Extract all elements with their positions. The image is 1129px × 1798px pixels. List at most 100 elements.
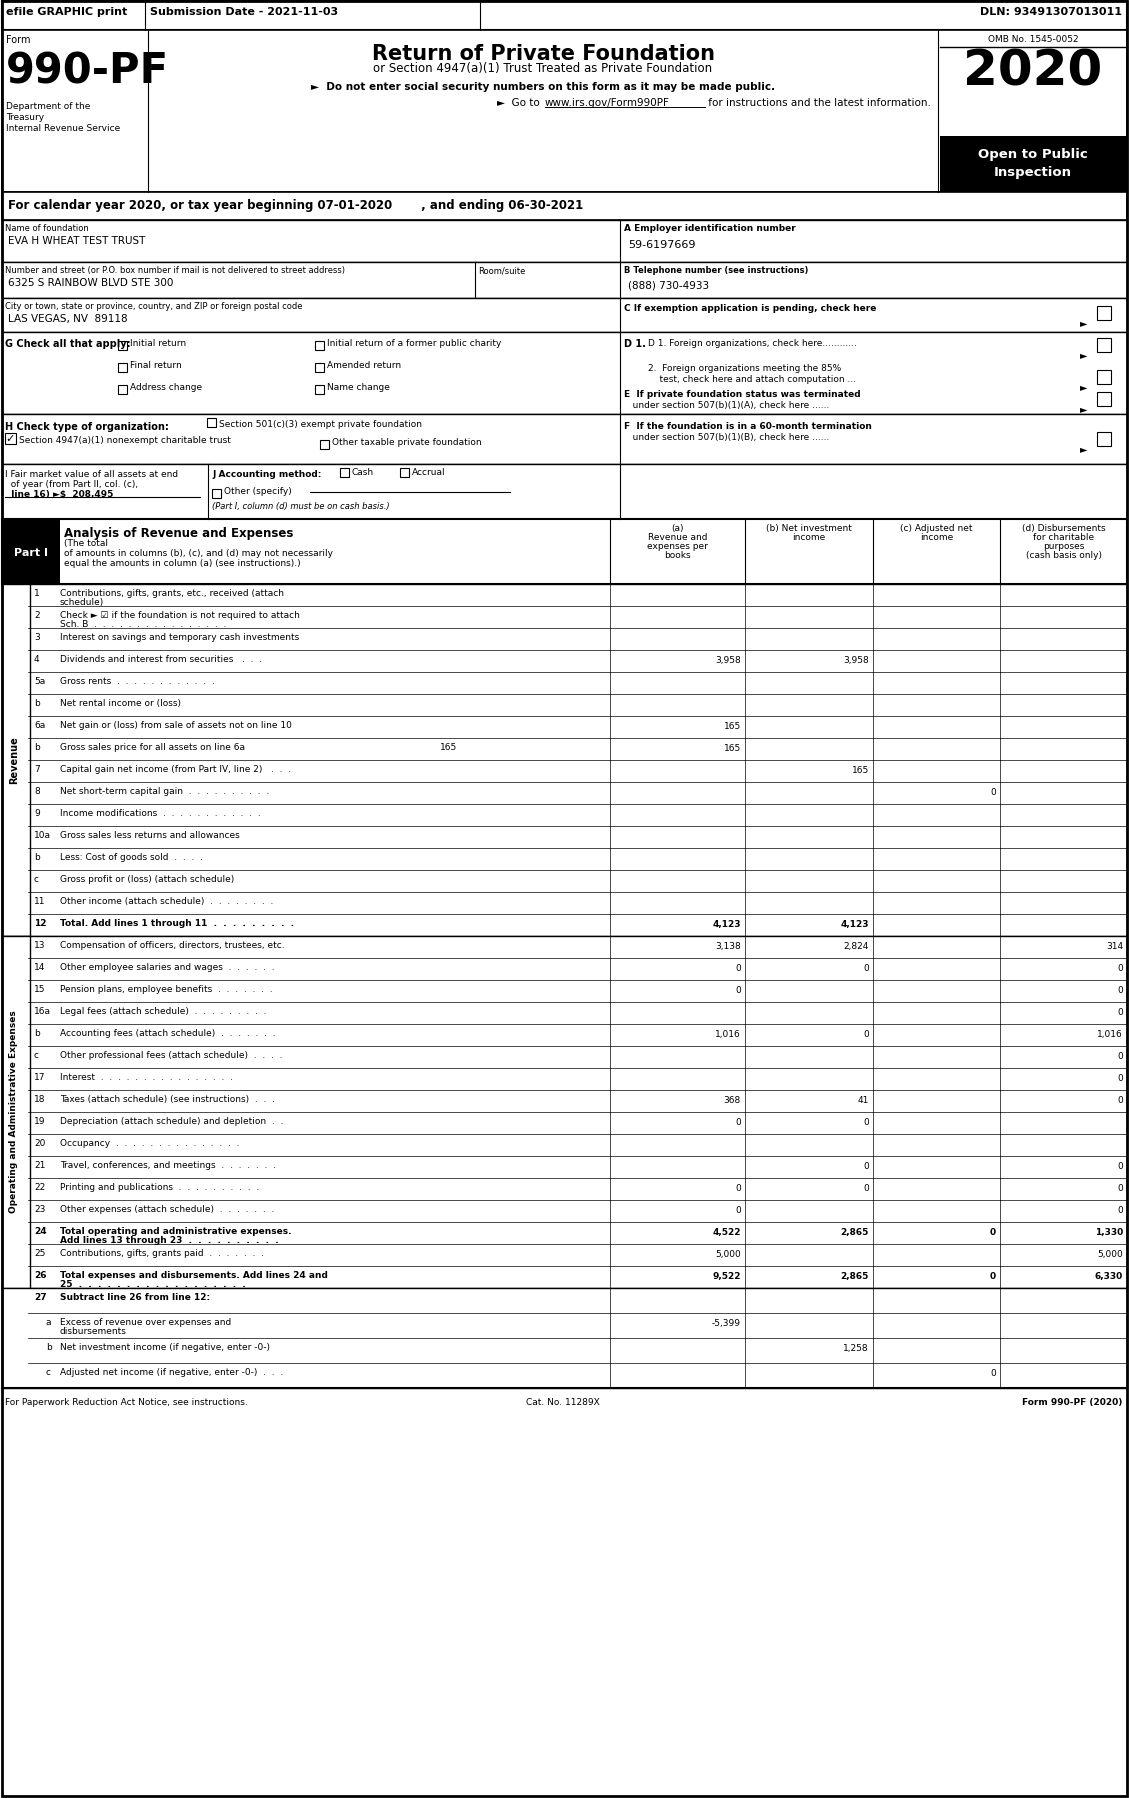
Text: 0: 0 (990, 1368, 996, 1377)
Text: c: c (46, 1368, 51, 1377)
Text: Department of the: Department of the (6, 102, 90, 111)
Text: purposes: purposes (1043, 541, 1084, 550)
Text: 1,330: 1,330 (1095, 1228, 1123, 1237)
Text: DLN: 93491307013011: DLN: 93491307013011 (980, 7, 1122, 16)
Text: 0: 0 (1118, 964, 1123, 973)
Text: 314: 314 (1106, 942, 1123, 951)
Text: Less: Cost of goods sold  .  .  .  .: Less: Cost of goods sold . . . . (60, 852, 203, 861)
Bar (1097, 306, 1111, 320)
Bar (2, 464, 1127, 520)
Text: 18: 18 (34, 1095, 45, 1104)
Text: 5,000: 5,000 (716, 1250, 741, 1259)
Bar (2, 192, 1127, 219)
Text: 0: 0 (1118, 1206, 1123, 1215)
Text: 25: 25 (34, 1250, 45, 1259)
Text: 5a: 5a (34, 678, 45, 687)
Text: Interest  .  .  .  .  .  .  .  .  .  .  .  .  .  .  .  .: Interest . . . . . . . . . . . . . . . . (60, 1073, 233, 1082)
Text: 2.  Foreign organizations meeting the 85%: 2. Foreign organizations meeting the 85% (648, 363, 841, 372)
Text: Excess of revenue over expenses and: Excess of revenue over expenses and (60, 1318, 231, 1327)
Bar (2, 414, 1127, 464)
Text: D 1.: D 1. (624, 340, 646, 349)
Text: b: b (46, 1343, 52, 1352)
Text: 165: 165 (724, 723, 741, 732)
Bar (1097, 370, 1111, 385)
Text: Net rental income or (loss): Net rental income or (loss) (60, 699, 181, 708)
Text: ►  Go to: ► Go to (497, 99, 543, 108)
Text: Legal fees (attach schedule)  .  .  .  .  .  .  .  .  .: Legal fees (attach schedule) . . . . . .… (60, 1007, 266, 1016)
Text: 0: 0 (1118, 985, 1123, 994)
Text: b: b (34, 852, 40, 861)
Text: (c) Adjusted net: (c) Adjusted net (900, 523, 973, 532)
Text: 0: 0 (735, 985, 741, 994)
Text: c: c (34, 1052, 40, 1061)
Text: E  If private foundation status was terminated: E If private foundation status was termi… (624, 390, 860, 399)
Text: Name change: Name change (327, 383, 390, 392)
Text: ✓: ✓ (5, 433, 15, 444)
Text: 165: 165 (851, 766, 869, 775)
Text: Total expenses and disbursements. Add lines 24 and: Total expenses and disbursements. Add li… (60, 1271, 327, 1280)
Text: Dividends and interest from securities   .  .  .: Dividends and interest from securities .… (60, 654, 262, 663)
Bar (2, 520, 1127, 584)
Text: ►: ► (1080, 444, 1087, 455)
Text: 0: 0 (864, 1118, 869, 1127)
Text: 4,123: 4,123 (712, 921, 741, 930)
Text: Total operating and administrative expenses.: Total operating and administrative expen… (60, 1226, 291, 1235)
Text: 10a: 10a (34, 831, 51, 840)
Text: 26: 26 (34, 1271, 46, 1280)
Bar (315, 363, 324, 372)
Text: line 16) ►$  208,495: line 16) ►$ 208,495 (5, 491, 113, 500)
Text: ►: ► (1080, 381, 1087, 392)
Bar (212, 489, 221, 498)
Text: 16a: 16a (34, 1007, 51, 1016)
Text: 4,123: 4,123 (840, 921, 869, 930)
Text: 165: 165 (440, 743, 457, 752)
Bar (5, 433, 16, 444)
Text: (888) 730-4933: (888) 730-4933 (628, 280, 709, 289)
Text: 9,522: 9,522 (712, 1271, 741, 1280)
Text: income: income (920, 532, 953, 541)
Text: Initial return of a former public charity: Initial return of a former public charit… (327, 340, 501, 349)
Text: of year (from Part II, col. (c),: of year (from Part II, col. (c), (5, 480, 138, 489)
Text: efile GRAPHIC print: efile GRAPHIC print (6, 7, 128, 16)
Text: Printing and publications  .  .  .  .  .  .  .  .  .  .: Printing and publications . . . . . . . … (60, 1183, 260, 1192)
Text: Sch. B  .  .  .  .  .  .  .  .  .  .  .  .  .  .  .  .: Sch. B . . . . . . . . . . . . . . . . (60, 620, 227, 629)
Text: Net gain or (loss) from sale of assets not on line 10: Net gain or (loss) from sale of assets n… (60, 721, 292, 730)
Text: Adjusted net income (if negative, enter -0-)  .  .  .: Adjusted net income (if negative, enter … (60, 1368, 283, 1377)
Text: J Accounting method:: J Accounting method: (212, 469, 322, 478)
Text: Gross profit or (loss) (attach schedule): Gross profit or (loss) (attach schedule) (60, 876, 234, 885)
Text: I Fair market value of all assets at end: I Fair market value of all assets at end (5, 469, 178, 478)
Bar (1097, 338, 1111, 352)
Text: 23: 23 (34, 1205, 45, 1214)
Text: Other expenses (attach schedule)  .  .  .  .  .  .  .: Other expenses (attach schedule) . . . .… (60, 1205, 274, 1214)
Text: 0: 0 (1118, 1097, 1123, 1106)
Bar (340, 467, 349, 476)
Text: 0: 0 (1118, 1185, 1123, 1194)
Text: of amounts in columns (b), (c), and (d) may not necessarily: of amounts in columns (b), (c), and (d) … (64, 548, 333, 557)
Text: 368: 368 (724, 1097, 741, 1106)
Text: (The total: (The total (64, 539, 108, 548)
Text: 1,016: 1,016 (1097, 1030, 1123, 1039)
Text: for charitable: for charitable (1033, 532, 1094, 541)
Text: 2,824: 2,824 (843, 942, 869, 951)
Text: 27: 27 (34, 1293, 46, 1302)
Text: 165: 165 (724, 744, 741, 753)
Text: (d) Disbursements: (d) Disbursements (1022, 523, 1105, 532)
Text: 0: 0 (864, 964, 869, 973)
Text: 3,138: 3,138 (716, 942, 741, 951)
Text: b: b (34, 1028, 40, 1037)
Bar (2, 333, 1127, 414)
Bar (2, 263, 1127, 298)
Text: 1: 1 (34, 590, 40, 599)
Text: LAS VEGAS, NV  89118: LAS VEGAS, NV 89118 (8, 315, 128, 324)
Bar (2, 937, 1127, 1287)
Text: 2,865: 2,865 (841, 1271, 869, 1280)
Text: Gross sales less returns and allowances: Gross sales less returns and allowances (60, 831, 239, 840)
Text: 6a: 6a (34, 721, 45, 730)
Text: 2,865: 2,865 (841, 1228, 869, 1237)
Bar (1097, 392, 1111, 406)
Text: H Check type of organization:: H Check type of organization: (5, 423, 169, 432)
Text: Total. Add lines 1 through 11  .  .  .  .  .  .  .  .  .: Total. Add lines 1 through 11 . . . . . … (60, 919, 294, 928)
Text: 21: 21 (34, 1162, 45, 1170)
Text: Other taxable private foundation: Other taxable private foundation (332, 439, 482, 448)
Text: Number and street (or P.O. box number if mail is not delivered to street address: Number and street (or P.O. box number if… (5, 266, 345, 275)
